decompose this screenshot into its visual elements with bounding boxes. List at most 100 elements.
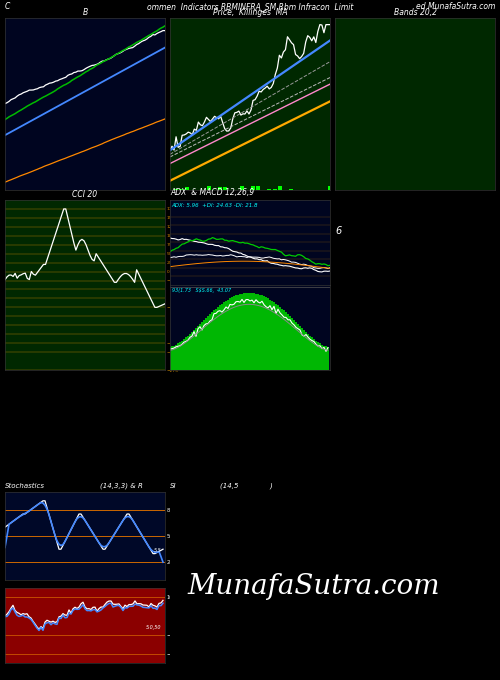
Title: CCI 20: CCI 20	[72, 190, 98, 199]
Bar	[301, 328, 303, 370]
Bar	[235, 295, 237, 370]
Bar	[293, 320, 295, 370]
Bar	[229, 299, 231, 370]
Text: ed MunafaSutra.com: ed MunafaSutra.com	[416, 2, 495, 11]
Text: (14,5              ): (14,5 )	[220, 483, 273, 489]
Bar	[267, 299, 269, 370]
Bar	[217, 307, 219, 370]
Bar	[183, 339, 185, 370]
Bar	[278, 186, 282, 190]
Text: 5.5: 5.5	[154, 548, 162, 553]
Bar	[323, 345, 325, 370]
Bar	[291, 318, 293, 370]
Title: Bands 20,2: Bands 20,2	[394, 8, 436, 17]
Bar	[241, 294, 243, 370]
Bar	[195, 328, 197, 370]
Bar	[231, 297, 233, 370]
Bar	[187, 336, 189, 370]
Text: ommen  Indicators RBMINFRA_SM Rbm Infracon  Limit: ommen Indicators RBMINFRA_SM Rbm Infraco…	[147, 2, 353, 11]
Bar	[181, 341, 183, 370]
Text: SI: SI	[170, 483, 176, 489]
Bar	[218, 188, 222, 190]
Bar	[285, 312, 287, 370]
Bar	[256, 186, 260, 190]
Bar	[215, 309, 217, 370]
Bar	[199, 324, 201, 370]
Bar	[213, 311, 215, 370]
Bar	[297, 324, 299, 370]
Bar	[279, 307, 281, 370]
Bar	[207, 316, 209, 370]
Bar	[197, 326, 199, 370]
Bar	[327, 347, 329, 370]
Bar	[259, 294, 261, 370]
Bar	[243, 293, 245, 370]
Bar	[233, 296, 235, 370]
Bar	[171, 346, 173, 370]
Bar	[263, 296, 265, 370]
Bar	[201, 322, 203, 370]
Text: 6: 6	[335, 226, 341, 235]
Bar	[206, 186, 210, 190]
Bar	[299, 326, 301, 370]
Bar	[309, 336, 311, 370]
Bar	[273, 302, 275, 370]
Bar	[325, 346, 327, 370]
Bar	[184, 188, 188, 190]
Bar	[173, 345, 175, 370]
Text: ADX: 5.96  +DI: 24.63 -DI: 21.8: ADX: 5.96 +DI: 24.63 -DI: 21.8	[172, 203, 258, 207]
Bar	[219, 305, 221, 370]
Bar	[283, 311, 285, 370]
Bar	[177, 343, 179, 370]
Text: 93(1.73   S$S.66,  43.07: 93(1.73 S$S.66, 43.07	[172, 288, 230, 292]
Bar	[189, 334, 191, 370]
Bar	[223, 302, 225, 370]
Bar	[315, 341, 317, 370]
Bar	[290, 188, 294, 190]
Bar	[313, 339, 315, 370]
Bar	[328, 186, 332, 190]
Bar	[240, 186, 244, 190]
Bar	[289, 316, 291, 370]
Bar	[273, 188, 277, 190]
Bar	[271, 301, 273, 370]
Bar	[317, 342, 319, 370]
Bar	[245, 293, 247, 370]
Bar	[169, 347, 171, 370]
Bar	[251, 293, 253, 370]
Bar	[221, 304, 223, 370]
Bar	[311, 337, 313, 370]
Bar	[295, 322, 297, 370]
Bar	[211, 312, 213, 370]
Bar	[287, 314, 289, 370]
Bar	[185, 337, 187, 370]
Title: Price,  Killinges  MA: Price, Killinges MA	[212, 8, 288, 17]
Bar	[305, 332, 307, 370]
Bar	[265, 297, 267, 370]
Bar	[227, 300, 229, 370]
Bar	[179, 342, 181, 370]
Bar	[239, 294, 241, 370]
Bar	[203, 320, 205, 370]
Bar	[179, 188, 183, 190]
Text: C: C	[5, 2, 10, 11]
Bar	[175, 345, 177, 370]
Bar	[249, 293, 251, 370]
Bar	[174, 188, 178, 190]
Bar	[275, 304, 277, 370]
Bar	[268, 188, 272, 190]
Text: ADX  & MACD 12,26,9: ADX & MACD 12,26,9	[170, 188, 254, 197]
Bar	[205, 318, 207, 370]
Title: B: B	[82, 8, 87, 17]
Bar	[251, 186, 255, 190]
Text: 5.0,50: 5.0,50	[146, 625, 162, 630]
Bar	[247, 293, 249, 370]
Bar	[303, 330, 305, 370]
Bar	[319, 343, 321, 370]
Bar	[237, 294, 239, 370]
Bar	[307, 334, 309, 370]
Bar	[269, 300, 271, 370]
Bar	[277, 305, 279, 370]
Text: Stochastics: Stochastics	[5, 483, 45, 489]
Bar	[191, 332, 193, 370]
